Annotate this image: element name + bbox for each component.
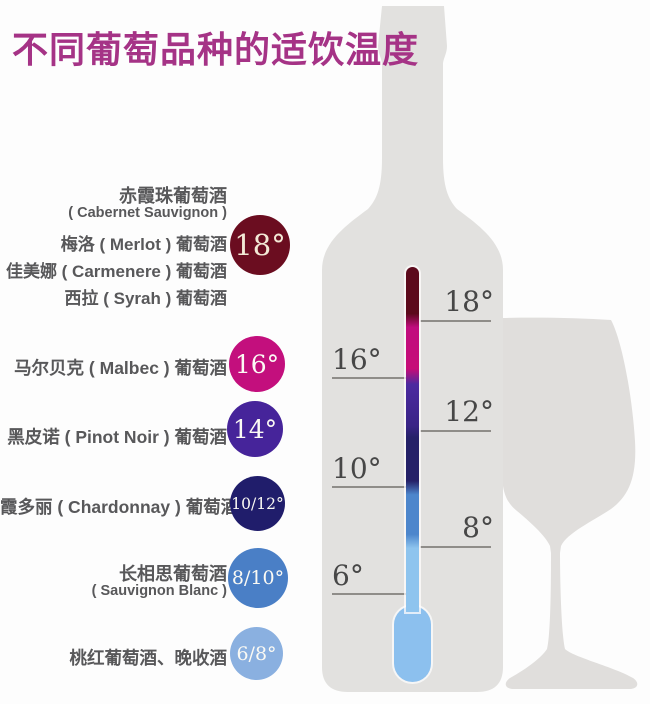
- wine-name: 长相思葡萄酒: [119, 564, 227, 584]
- scale-label-12: 12°: [444, 395, 494, 428]
- wine-name: 佳美娜 ( Carmenere ) 葡萄酒: [5, 262, 227, 281]
- wine-group-sauvignon-blanc: 长相思葡萄酒 ( Sauvignon Blanc ): [0, 560, 227, 599]
- wine-name-latin: ( Sauvignon Blanc ): [91, 583, 227, 599]
- wine-name: 梅洛 ( Merlot ) 葡萄酒: [60, 235, 227, 254]
- scale-tick-line: [420, 546, 491, 548]
- temp-badge-6-8: 6/8°: [230, 627, 283, 680]
- wine-name: 赤霞珠葡萄酒: [119, 186, 227, 206]
- wine-group-pinot-noir: 黑皮诺 ( Pinot Noir ) 葡萄酒: [0, 424, 227, 449]
- scale-label-6: 6°: [332, 559, 364, 592]
- scale-tick-line: [332, 593, 406, 595]
- temp-badge-18: 18°: [230, 215, 290, 275]
- wine-name: 黑皮诺 ( Pinot Noir ) 葡萄酒: [7, 427, 227, 447]
- temp-badge-8-10: 8/10°: [228, 548, 288, 608]
- wine-name: 霞多丽 ( Chardonnay ) 葡萄酒: [0, 497, 239, 517]
- scale-tick-line: [332, 377, 406, 379]
- page-title: 不同葡萄品种的适饮温度: [12, 29, 420, 70]
- temp-badge-16: 16°: [229, 336, 285, 392]
- scale-label-8: 8°: [462, 511, 494, 544]
- wine-group-rose-late-harvest: 桃红葡萄酒、晚收酒: [0, 645, 228, 670]
- thermometer-tube: [406, 267, 419, 612]
- scale-tick-line: [420, 430, 491, 432]
- wine-name: 桃红葡萄酒、晚收酒: [69, 648, 228, 668]
- wine-group-cabernet-merlot-carmenere-syrah: 赤霞珠葡萄酒 ( Cabernet Sauvignon ) 梅洛 ( Merlo…: [0, 182, 227, 309]
- wine-name: 马尔贝克 ( Malbec ) 葡萄酒: [14, 358, 227, 378]
- wine-group-chardonnay: 霞多丽 ( Chardonnay ) 葡萄酒: [0, 494, 239, 519]
- scale-label-16: 16°: [332, 343, 382, 376]
- scale-label-18: 18°: [444, 285, 494, 318]
- wine-group-malbec: 马尔贝克 ( Malbec ) 葡萄酒: [0, 355, 227, 380]
- wine-name: 西拉 ( Syrah ) 葡萄酒: [64, 289, 227, 308]
- wine-glass-silhouette: [502, 317, 638, 689]
- temp-badge-10-12: 10/12°: [230, 476, 285, 531]
- thermometer-bulb: [394, 606, 431, 682]
- wine-name-latin: ( Cabernet Sauvignon ): [68, 205, 227, 221]
- scale-tick-line: [332, 486, 406, 488]
- temp-badge-14: 14°: [227, 401, 283, 457]
- scale-label-10: 10°: [332, 452, 382, 485]
- scale-tick-line: [420, 320, 491, 322]
